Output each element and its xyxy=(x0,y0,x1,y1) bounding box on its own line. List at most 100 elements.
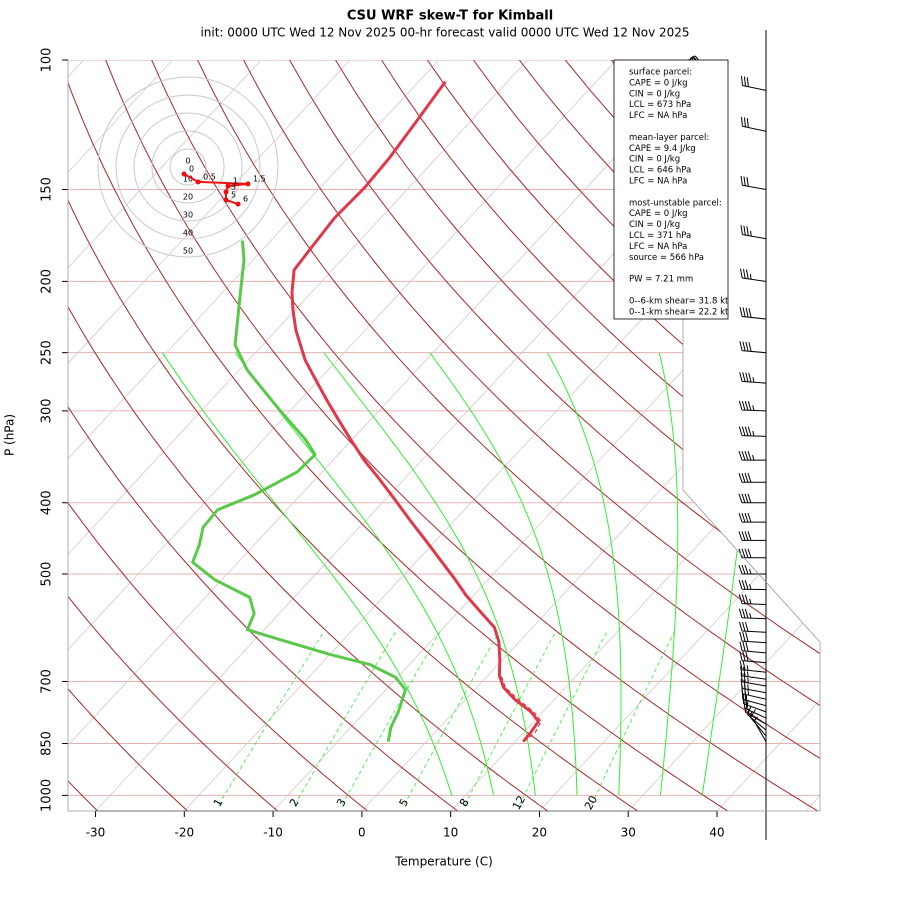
dry-adiabat xyxy=(243,60,820,811)
stats-line: source = 566 hPa xyxy=(629,253,704,263)
mixing-ratio-label: 20 xyxy=(582,793,600,812)
dry-adiabat xyxy=(289,60,820,811)
dry-adiabat xyxy=(841,60,900,811)
hodograph-point xyxy=(223,197,229,203)
y-axis-label: P (hPa) xyxy=(3,414,17,456)
mixing-ratio-label: 12 xyxy=(510,793,528,812)
y-tick-label: 200 xyxy=(40,269,55,294)
hodograph-ring-label: 50 xyxy=(183,247,193,256)
hodograph-point xyxy=(181,171,187,177)
y-tick-label: 850 xyxy=(40,731,55,756)
moist-adiabat xyxy=(234,352,495,796)
isotherm xyxy=(68,60,440,811)
stats-line: CAPE = 9.4 J/kg xyxy=(629,144,696,154)
dry-adiabat xyxy=(151,60,820,811)
x-axis-label: Temperature (C) xyxy=(394,855,493,869)
y-tick-label: 500 xyxy=(40,562,55,587)
moist-adiabat xyxy=(161,352,453,796)
stats-line: CAPE = 0 J/kg xyxy=(629,78,688,88)
x-tick-label: -20 xyxy=(175,826,195,840)
wind-barb xyxy=(739,307,767,320)
isotherm xyxy=(272,60,820,811)
plot-frame xyxy=(67,60,821,812)
dry-adiabat xyxy=(794,60,820,811)
wind-barb xyxy=(739,651,767,664)
hodograph-point xyxy=(225,183,231,189)
stats-line: LCL = 673 hPa xyxy=(629,100,691,110)
wind-barb xyxy=(738,594,767,605)
wind-barb xyxy=(740,672,767,687)
mixing-ratio-label: 1 xyxy=(211,796,226,809)
dry-adiabat xyxy=(197,60,820,811)
isotherm xyxy=(68,60,173,811)
wind-barb xyxy=(741,116,767,132)
hodograph-point-label: 3 xyxy=(231,183,236,192)
wind-barb xyxy=(738,512,766,523)
isotherm xyxy=(184,60,820,811)
mixing-ratio-label: 5 xyxy=(397,796,412,809)
y-tick-label: 300 xyxy=(40,398,55,423)
wind-barb xyxy=(740,268,767,282)
stats-line: CIN = 0 J/kg xyxy=(629,89,680,99)
mixing-ratio-line xyxy=(519,632,608,806)
hodograph-point-label: 5 xyxy=(231,190,236,199)
x-tick-label: 40 xyxy=(709,826,724,840)
wind-barb xyxy=(740,666,767,680)
mixing-ratio-line xyxy=(218,632,324,806)
y-tick-label: 1000 xyxy=(40,779,55,812)
hodograph-ring xyxy=(151,130,225,204)
hodograph-point xyxy=(245,181,251,187)
hodograph-point xyxy=(223,189,229,195)
wind-barb xyxy=(739,372,767,384)
mixing-ratio-label: 3 xyxy=(334,796,349,809)
stats-line: CIN = 0 J/kg xyxy=(629,220,680,230)
hodograph-ring-label: 10 xyxy=(183,175,193,184)
stats-line: most-unstable parcel: xyxy=(629,198,722,208)
chart-title: CSU WRF skew-T for Kimball xyxy=(347,9,553,24)
stats-line: CAPE = 0 J/kg xyxy=(629,209,688,219)
stats-line: LFC = NA hPa xyxy=(629,177,687,187)
wind-barb xyxy=(738,608,767,620)
dry-adiabat xyxy=(68,60,278,811)
x-tick-label: 20 xyxy=(532,826,547,840)
hodograph-ring-label: 30 xyxy=(183,211,193,220)
dry-adiabat xyxy=(748,60,820,811)
hodograph-point-label: 0 xyxy=(189,165,194,174)
stats-line: 0--1-km shear= 22.2 kt xyxy=(629,307,729,317)
wind-barb xyxy=(741,75,767,91)
wind-barb xyxy=(741,684,767,700)
stats-box xyxy=(613,59,729,320)
chart-subtitle: init: 0000 UTC Wed 12 Nov 2025 00-hr for… xyxy=(200,26,689,40)
wind-barb xyxy=(739,621,767,633)
isotherm xyxy=(539,60,820,811)
wind-barb xyxy=(738,450,766,461)
dry-adiabat xyxy=(381,60,820,811)
stats-line: LFC = NA hPa xyxy=(629,242,687,252)
mixing-ratio-label: 2 xyxy=(287,796,302,809)
wind-barb xyxy=(739,641,767,654)
moist-adiabat xyxy=(429,352,578,796)
dry-adiabat xyxy=(68,60,188,811)
hodograph-point-label: 0.5 xyxy=(203,172,216,181)
moist-adiabat xyxy=(547,352,622,796)
x-tick-label: 30 xyxy=(621,826,636,840)
wind-barb xyxy=(739,631,767,644)
x-tick-label: 10 xyxy=(443,826,458,840)
wind-barb xyxy=(739,660,767,673)
hodograph-point-label: 1.5 xyxy=(253,174,266,183)
hodograph-point-label: 6 xyxy=(243,195,248,204)
mixing-ratio-label: 8 xyxy=(457,796,472,809)
wind-barb xyxy=(738,564,766,575)
wind-barb xyxy=(740,679,767,694)
isotherm xyxy=(68,60,351,811)
isotherm xyxy=(68,60,528,811)
stats-line: PW = 7.21 mm xyxy=(629,275,693,285)
dry-adiabat xyxy=(68,60,548,811)
hodograph-ring-label: 20 xyxy=(183,193,193,202)
profile-line xyxy=(290,80,540,743)
stats-line: 0--6-km shear= 31.8 kt xyxy=(629,296,729,306)
dry-adiabat xyxy=(68,60,638,811)
y-tick-label: 700 xyxy=(40,669,55,694)
y-tick-label: 150 xyxy=(40,177,55,202)
